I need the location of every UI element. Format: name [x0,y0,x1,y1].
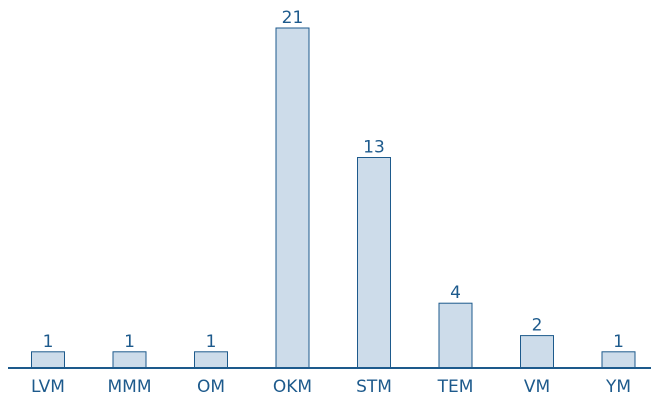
x-tick-label-ym: YM [605,377,631,397]
data-label-lvm: 1 [43,332,54,352]
data-label-ym: 1 [613,332,624,352]
bar-ym [601,351,636,369]
x-tick-label-stm: STM [356,377,392,397]
x-tick-label-okm: OKM [273,377,312,397]
bar-stm [357,157,391,369]
bar-vm [520,335,554,369]
data-label-stm: 13 [363,138,385,158]
x-tick-label-lvm: LVM [31,377,65,397]
x-tick-label-om: OM [197,377,225,397]
x-tick-label-vm: VM [524,377,550,397]
x-tick-labels-group: LVM MMM OM OKM STM TEM VM YM [31,377,631,397]
data-label-okm: 21 [282,8,304,28]
data-label-mmm: 1 [124,332,135,352]
data-label-tem: 4 [450,283,461,303]
bar-lvm [31,351,65,369]
data-label-om: 1 [206,332,217,352]
bar-mmm [112,351,147,369]
bar-okm [275,27,310,369]
bar-om [194,351,228,369]
x-tick-label-tem: TEM [437,377,474,397]
bar-tem [438,302,473,369]
x-tick-label-mmm: MMM [107,377,151,397]
data-label-vm: 2 [532,316,543,336]
bars-group [31,27,636,369]
